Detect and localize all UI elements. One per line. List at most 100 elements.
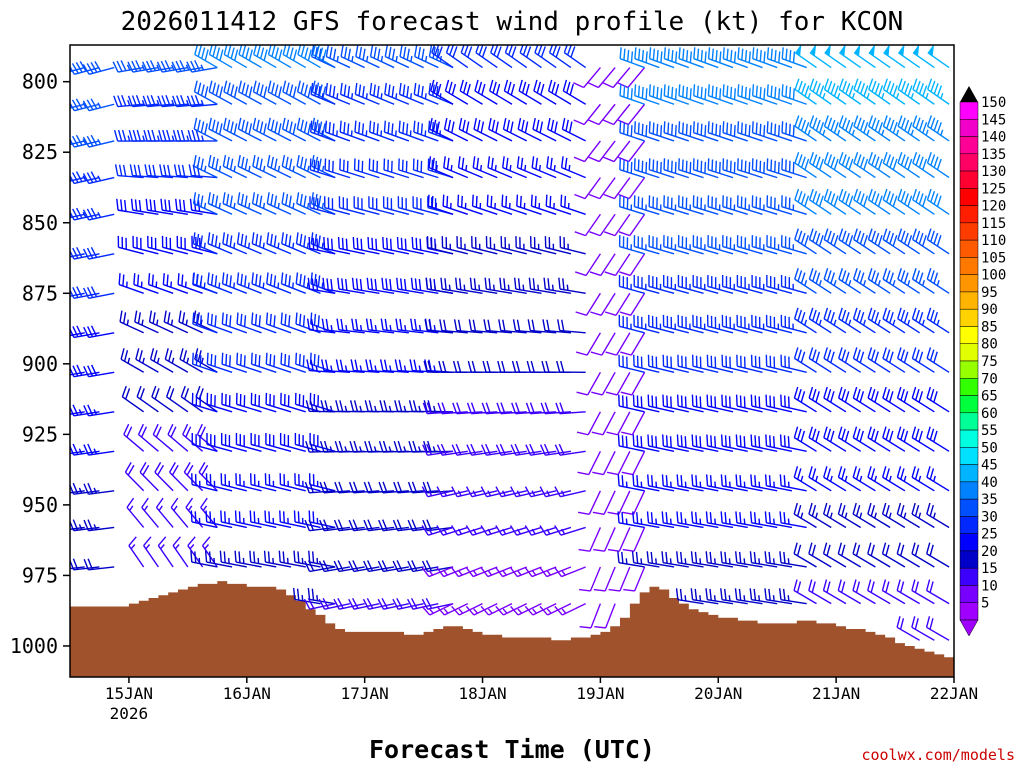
wind-barb xyxy=(646,551,675,568)
wind-barb xyxy=(661,551,689,568)
y-tick-label: 850 xyxy=(22,211,58,235)
wind-barb xyxy=(457,156,483,179)
wind-barb xyxy=(480,603,513,616)
wind-barb xyxy=(793,502,817,529)
wind-barb xyxy=(355,45,380,69)
wind-barb xyxy=(663,235,689,255)
wind-barb xyxy=(234,550,262,568)
wind-barb xyxy=(425,277,454,294)
x-tick-label: 17JAN xyxy=(341,684,389,703)
wind-barb xyxy=(897,268,921,294)
wind-barb xyxy=(721,314,748,334)
colorbar-swatch xyxy=(959,533,979,552)
wind-barb xyxy=(250,433,277,452)
wind-barb xyxy=(867,307,891,334)
wind-barb xyxy=(896,579,920,605)
chart-title: 2026011412 GFS forecast wind profile (kt… xyxy=(121,7,904,37)
wind-barb xyxy=(576,371,602,396)
wind-barb xyxy=(646,511,675,529)
wind-barb xyxy=(882,188,906,215)
wind-barb xyxy=(368,196,395,215)
wind-barb xyxy=(325,82,351,105)
wind-barb xyxy=(516,194,542,215)
wind-barb xyxy=(838,152,862,179)
wind-barb xyxy=(123,423,145,452)
wind-barb xyxy=(421,566,454,578)
colorbar-label: 125 xyxy=(981,181,1006,197)
wind-barb xyxy=(475,45,498,69)
wind-barb xyxy=(513,277,542,294)
wind-barb xyxy=(736,314,763,334)
wind-barb xyxy=(722,195,748,215)
colorbar-swatch xyxy=(959,464,979,483)
wind-barb xyxy=(751,195,778,215)
wind-barb xyxy=(70,104,71,105)
wind-barb xyxy=(766,235,793,255)
colorbar-swatch xyxy=(959,412,979,431)
wind-barb xyxy=(319,481,350,494)
wind-barb xyxy=(466,443,498,456)
wind-barb xyxy=(206,312,233,334)
wind-barb xyxy=(574,177,601,200)
wind-barb xyxy=(837,502,862,529)
wind-barb xyxy=(194,348,218,373)
y-tick-label: 975 xyxy=(22,563,58,587)
wind-barb xyxy=(529,236,557,255)
wind-barb xyxy=(504,45,528,69)
wind-barb xyxy=(852,268,876,294)
colorbar-swatch xyxy=(959,429,979,448)
wind-barb xyxy=(222,232,248,255)
wind-barb xyxy=(379,400,409,413)
colorbar-label: 105 xyxy=(981,250,1006,266)
wind-barb xyxy=(527,319,557,334)
wind-barb xyxy=(281,232,307,255)
wind-barb xyxy=(897,152,921,179)
wind-barb xyxy=(808,542,832,568)
wind-barb xyxy=(206,392,233,413)
wind-barb xyxy=(911,386,935,413)
wind-barb xyxy=(676,394,704,413)
wind-barb xyxy=(604,253,631,277)
wind-barb xyxy=(590,292,616,316)
colorbar-swatch xyxy=(959,447,979,465)
wind-barb xyxy=(647,474,675,492)
wind-barb xyxy=(588,103,616,126)
wind-barb xyxy=(556,360,586,373)
wind-barb xyxy=(436,603,469,616)
wind-barb xyxy=(692,275,719,294)
wind-barb xyxy=(823,347,847,373)
wind-barb xyxy=(867,579,891,605)
wind-barb xyxy=(383,158,410,179)
wind-barb xyxy=(143,536,159,568)
wind-barb xyxy=(647,434,675,452)
wind-barb xyxy=(249,550,277,568)
wind-barb xyxy=(633,195,660,215)
wind-barb xyxy=(190,510,218,529)
wind-barb xyxy=(867,426,891,452)
wind-barb xyxy=(707,47,734,69)
wind-barb xyxy=(926,466,950,492)
wind-barb xyxy=(348,519,380,532)
wind-barb xyxy=(440,277,468,294)
wind-barb xyxy=(83,404,115,417)
wind-barb xyxy=(413,82,439,105)
colorbar-label: 60 xyxy=(981,406,998,422)
wind-barb xyxy=(309,158,336,179)
wind-barb xyxy=(603,140,631,163)
wind-barb xyxy=(926,188,950,215)
wind-barb xyxy=(780,275,807,294)
wind-barb xyxy=(339,82,365,105)
wind-barb xyxy=(868,115,891,142)
wind-barb xyxy=(193,80,218,105)
wind-barb xyxy=(838,347,862,373)
wind-barb xyxy=(337,236,365,255)
wind-barb xyxy=(896,386,920,413)
wind-barb xyxy=(736,354,763,373)
wind-barb xyxy=(205,510,233,529)
wind-barb xyxy=(823,152,847,179)
wind-barb xyxy=(191,473,218,492)
wind-barb xyxy=(737,121,763,142)
wind-barb xyxy=(764,588,793,605)
wind-barb xyxy=(852,347,876,373)
wind-barb xyxy=(136,385,159,413)
